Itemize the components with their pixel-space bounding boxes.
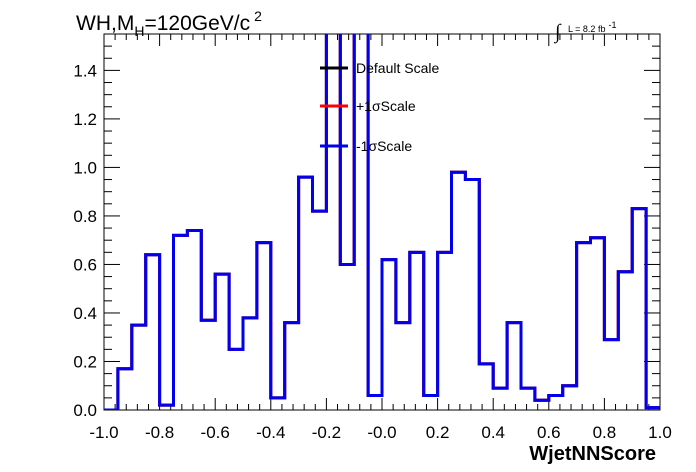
legend-label-1: +1σScale bbox=[356, 98, 416, 114]
lumi-text: L = 8.2 fb bbox=[568, 24, 605, 34]
x-tick-label: 0.2 bbox=[426, 423, 450, 442]
y-tick-label: 0.8 bbox=[73, 207, 97, 226]
y-tick-label: 0.6 bbox=[73, 255, 97, 274]
axis-ticks: -1.0 -0.8 -0.6 -0.4 -0.2 -0.0 0.2 0.4 0.6 0.8 1.0 0… bbox=[73, 33, 672, 442]
title-main: WH,M bbox=[76, 12, 134, 35]
y-tick-label: 1.4 bbox=[73, 61, 97, 80]
legend: Default Scale +1σScale -1σScale bbox=[320, 60, 439, 154]
y-tick-label: 0.0 bbox=[73, 401, 97, 420]
series-line-2 bbox=[104, 34, 660, 410]
x-tick-label: 1.0 bbox=[648, 423, 672, 442]
x-axis-label: WjetNNScore bbox=[529, 443, 656, 465]
title-superscript: 2 bbox=[254, 8, 262, 24]
chart-title: WH,MH=120GeV/c 2 bbox=[76, 8, 262, 39]
x-tick-label: -0.0 bbox=[367, 423, 396, 442]
y-tick-label: 0.4 bbox=[73, 304, 97, 323]
y-tick-label: 1.0 bbox=[73, 158, 97, 177]
x-tick-label: -1.0 bbox=[89, 423, 118, 442]
histogram-series bbox=[104, 34, 660, 410]
legend-label-0: Default Scale bbox=[356, 60, 439, 76]
lumi-integral: ∫ bbox=[553, 21, 562, 44]
lumi-label: L = 8.2 fb -1 bbox=[568, 20, 616, 34]
x-tick-label: -0.4 bbox=[256, 423, 285, 442]
lumi-superscript: -1 bbox=[608, 20, 616, 30]
x-tick-label: -0.6 bbox=[201, 423, 230, 442]
legend-label-2: -1σScale bbox=[356, 138, 412, 154]
x-tick-label: 0.4 bbox=[481, 423, 505, 442]
title-subscript: H bbox=[134, 23, 144, 39]
x-tick-label: 0.6 bbox=[537, 423, 561, 442]
x-tick-label: -0.8 bbox=[145, 423, 174, 442]
y-tick-label: 1.2 bbox=[73, 110, 97, 129]
x-tick-label: -0.2 bbox=[312, 423, 341, 442]
title-rest: =120GeV/c bbox=[144, 12, 250, 35]
y-tick-label: 0.2 bbox=[73, 352, 97, 371]
x-tick-label: 0.8 bbox=[593, 423, 617, 442]
